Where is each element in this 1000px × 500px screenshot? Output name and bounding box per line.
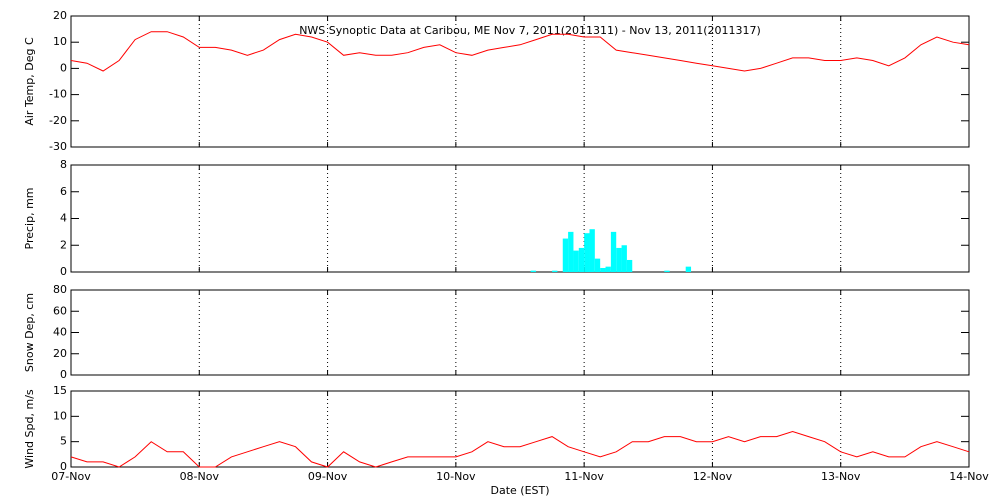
y-axis-label: Precip, mm [23,188,36,250]
x-tick-label: 09-Nov [308,470,348,483]
x-tick-label: 07-Nov [51,470,91,483]
data-line [70,430,970,468]
y-axis-label: Wind Spd, m/s [23,389,36,469]
y-tick-label: 0 [60,61,67,74]
y-tick-label: 20 [53,9,67,22]
bar [594,258,601,272]
y-tick-label: 5 [60,435,67,448]
y-tick-label: 0 [60,460,67,473]
bar [530,270,537,272]
x-tick-label: 08-Nov [180,470,220,483]
y-tick-label: 4 [60,212,67,225]
x-axis-label: Date (EST) [490,484,549,497]
x-tick-label: 13-Nov [821,470,861,483]
x-tick-label: 11-Nov [564,470,604,483]
x-tick-label: 14-Nov [949,470,989,483]
y-tick-label: 0 [60,265,67,278]
bar [600,267,606,272]
y-tick-label: 80 [53,283,67,296]
y-tick-label: 20 [53,347,67,360]
plot-frame [70,15,970,148]
bar [685,266,692,272]
y-axis-label: Snow Dep, cm [23,293,36,372]
y-tick-label: 10 [53,409,67,422]
plot-frame [70,390,970,468]
bar [552,270,558,272]
y-tick-label: -30 [49,140,67,153]
y-tick-label: 6 [60,185,67,198]
bar [664,270,670,272]
data-line [70,31,970,72]
bar [626,259,633,272]
y-tick-label: -10 [49,88,67,101]
y-tick-label: 10 [53,35,67,48]
bar [605,266,611,272]
bar [589,229,595,272]
y-tick-label: 60 [53,304,67,317]
y-tick-label: 8 [60,158,67,171]
bar [621,245,627,272]
bar [578,247,585,272]
y-tick-label: 15 [53,384,67,397]
plot-frame [70,164,970,273]
y-tick-label: 40 [53,326,67,339]
bar [562,238,569,272]
bar [573,250,579,272]
bar [568,231,574,272]
y-tick-label: 2 [60,238,67,251]
y-tick-label: 0 [60,368,67,381]
chart-title: NWS Synoptic Data at Caribou, ME Nov 7, … [299,24,761,37]
bar [616,247,622,272]
x-tick-label: 10-Nov [436,470,476,483]
y-tick-label: -20 [49,114,67,127]
y-axis-label: Air Temp, Deg C [23,37,36,126]
x-tick-label: 12-Nov [693,470,733,483]
bar [610,231,617,272]
bar [584,233,590,272]
plot-frame [70,289,970,376]
